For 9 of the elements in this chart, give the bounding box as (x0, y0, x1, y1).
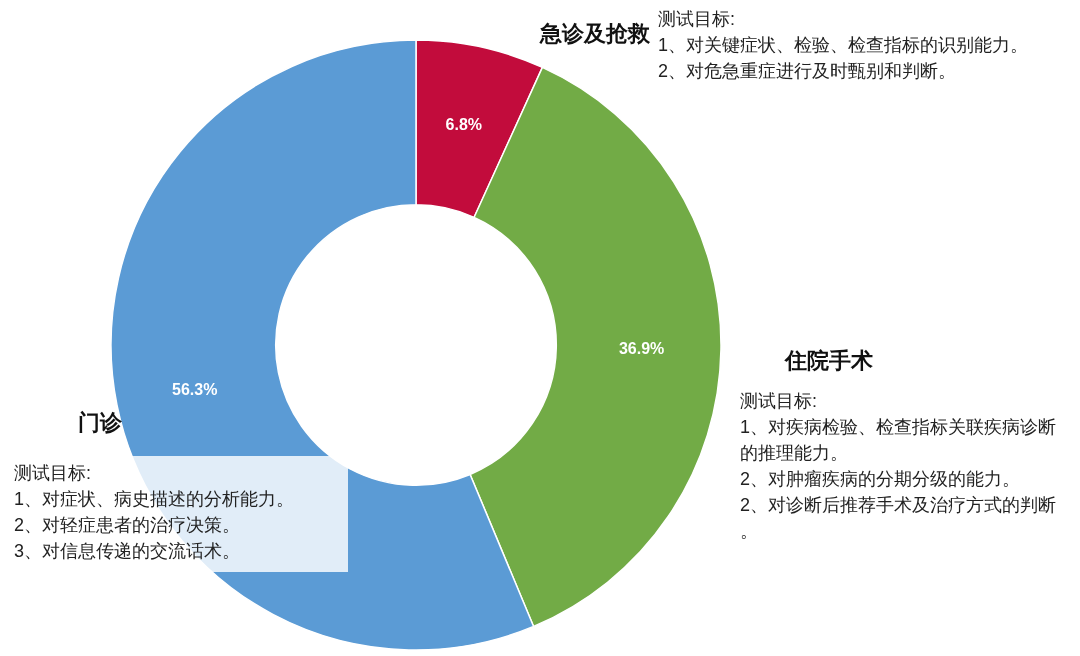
data-label: 6.8% (445, 115, 483, 133)
text: 测试目标: 1、对症状、病史描述的分析能力。 2、对轻症患者的治疗决策。 3、对信息传递的交流话术。 (14, 463, 295, 561)
slice-label: 门诊 (78, 409, 123, 435)
data-label: 36.9% (618, 340, 665, 358)
text: 测试目标: 1、对关键症状、检验、检查指标的识别能力。 2、对危急重症进行及时甄别和判断。 (658, 9, 1029, 81)
slice-label: 住院手术 (784, 347, 873, 373)
text: 测试目标: 1、对疾病检验、检查指标关联疾病诊断的推理能力。 2、对肿瘤疾病的分期分级的能力。 2、对诊断后推荐手术及治疗方式的判断。 (740, 391, 1057, 541)
slice-label: 急诊及抢救 (539, 20, 651, 46)
data-label: 56.3% (172, 380, 218, 398)
